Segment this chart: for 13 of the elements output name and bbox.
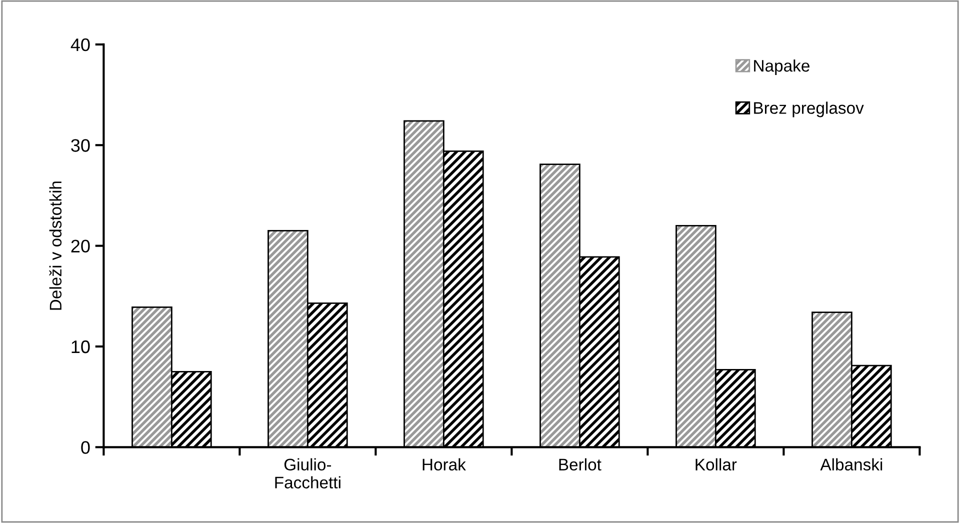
- y-tick-label: 30: [71, 139, 90, 152]
- x-tick-label: Giulio- Facchetti: [275, 458, 340, 488]
- y-tick-label: 20: [71, 240, 90, 253]
- y-tick-label: 0: [81, 441, 90, 454]
- legend-label: Brez preglasov: [754, 102, 864, 118]
- legend-label: Napake: [754, 59, 810, 75]
- x-tick-label: Berlot: [559, 458, 602, 471]
- x-tick-label: Albanski: [820, 458, 882, 471]
- x-tick-label: Horak: [422, 458, 466, 471]
- x-tick-label: Kollar: [696, 458, 737, 471]
- y-axis-title: Deleži v odstotkih: [49, 182, 62, 310]
- y-tick-label: 40: [70, 38, 90, 52]
- y-tick-label: 10: [72, 340, 90, 354]
